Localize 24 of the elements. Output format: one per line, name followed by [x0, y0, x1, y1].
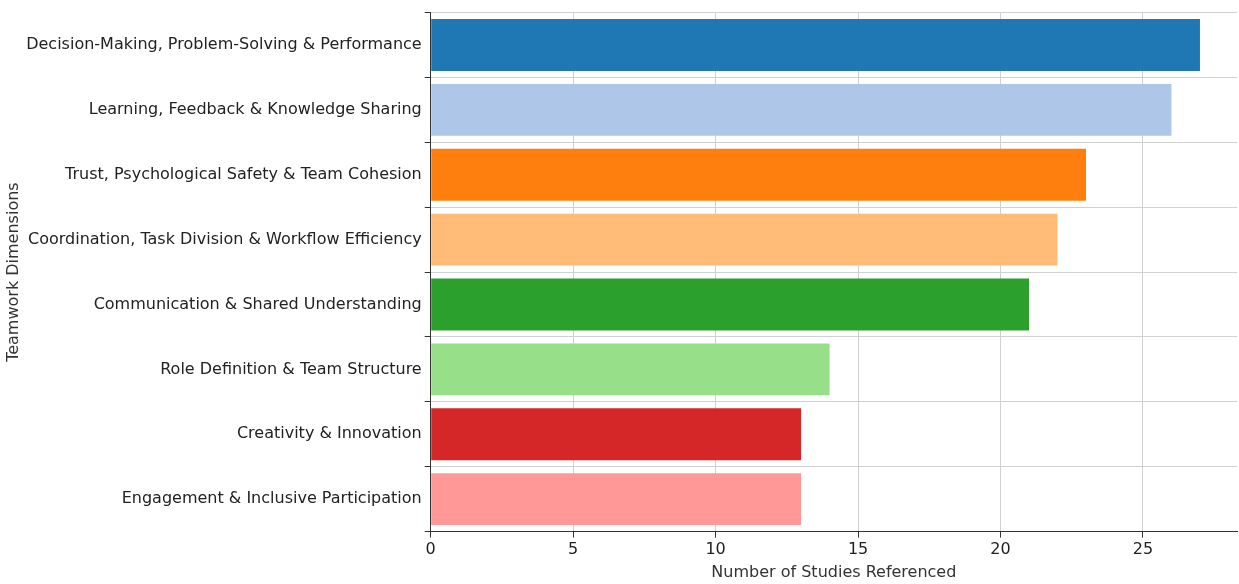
bar: [431, 343, 830, 396]
x-tick-label: 15: [847, 539, 869, 559]
bar: [431, 408, 802, 461]
y-tick-label: Coordination, Task Division & Workflow Efficiency: [28, 228, 422, 248]
bar: [431, 83, 1172, 136]
bar: [431, 148, 1086, 201]
x-tick-label: 10: [705, 539, 726, 559]
y-tick-label: Trust, Psychological Safety & Team Cohesion: [64, 163, 422, 183]
y-axis-title: Teamwork Dimensions: [2, 182, 22, 363]
bar: [431, 278, 1030, 331]
bar: [431, 473, 802, 526]
bar: [431, 213, 1058, 266]
y-tick-label: Learning, Feedback & Knowledge Sharing: [88, 99, 422, 119]
x-tick-label: 20: [990, 539, 1011, 559]
y-tick-label: Decision-Making, Problem-Solving & Performance: [26, 34, 422, 54]
x-tick-label: 0: [425, 539, 436, 559]
x-tick-label: 5: [568, 539, 579, 559]
y-tick-label: Creativity & Innovation: [236, 423, 422, 443]
y-tick-label: Communication & Shared Understanding: [93, 293, 422, 313]
y-tick-label: Role Definition & Team Structure: [160, 358, 422, 378]
y-tick-label: Engagement & Inclusive Participation: [121, 488, 422, 508]
x-axis-title: Number of Studies Referenced: [711, 561, 957, 581]
x-tick-label: 25: [1132, 539, 1154, 559]
bar: [431, 19, 1200, 71]
